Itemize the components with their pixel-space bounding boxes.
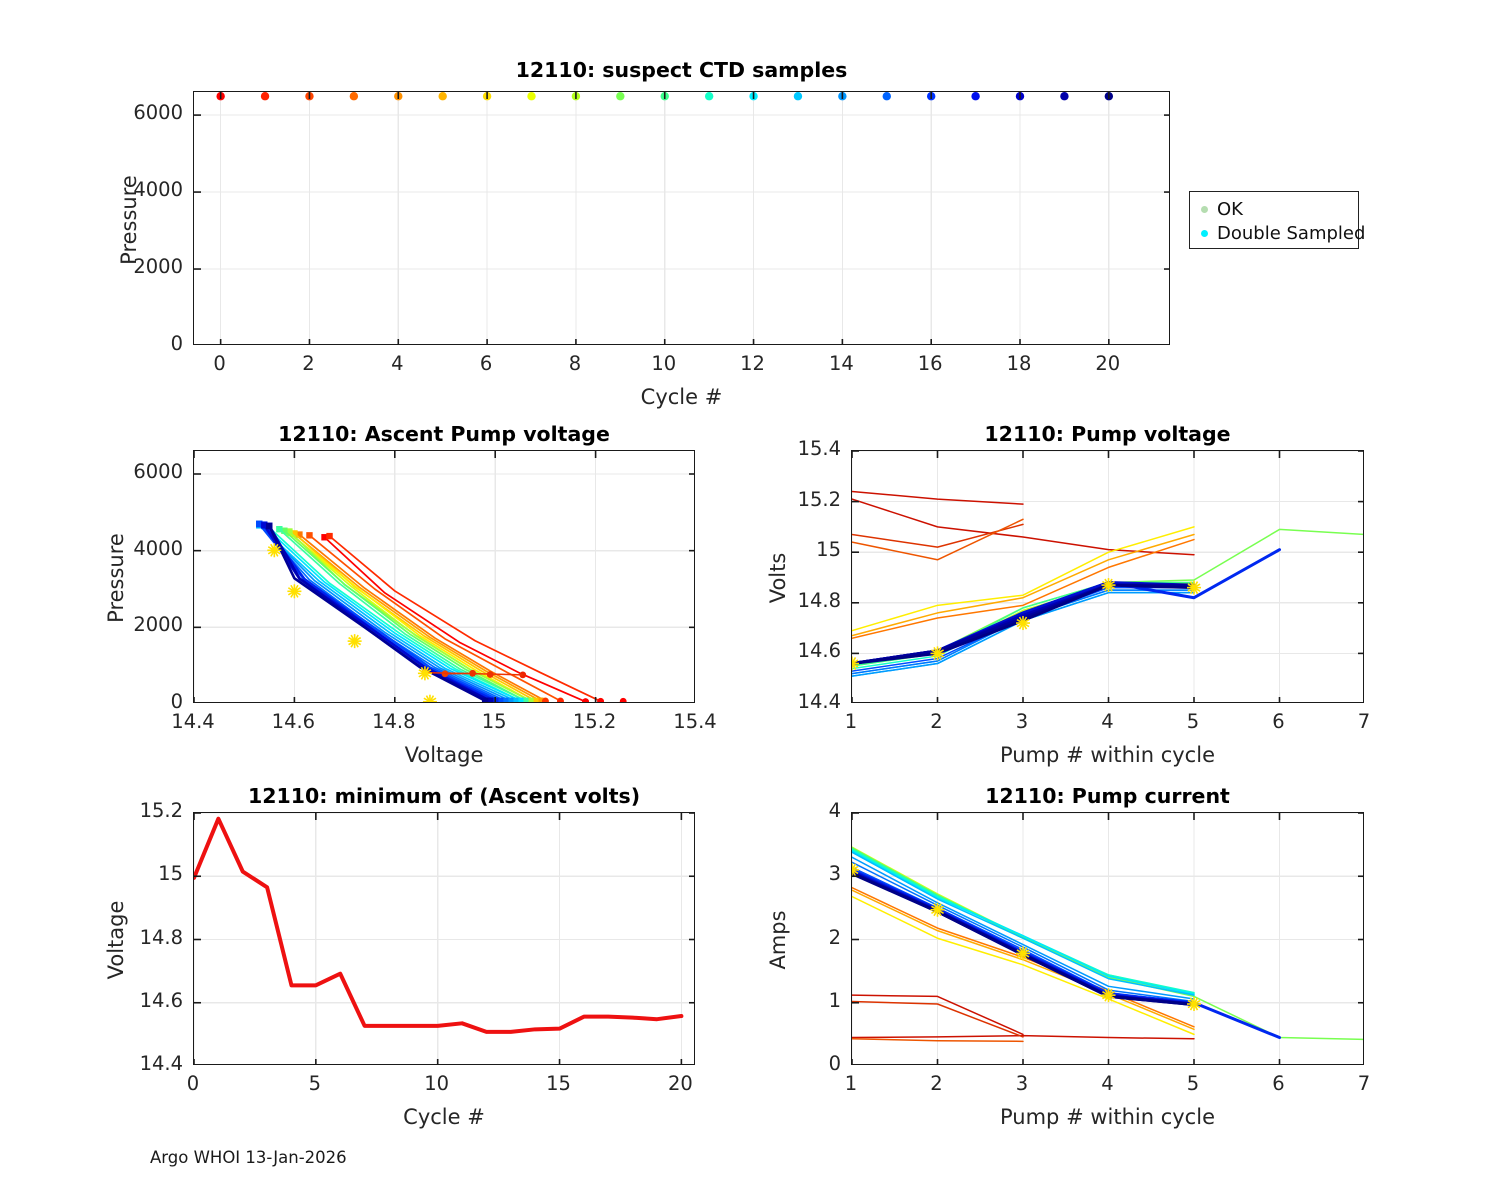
pumpc-title: 12110: Pump current <box>985 784 1230 808</box>
suspect-xtick: 2 <box>302 352 315 375</box>
pumpc-xtick: 5 <box>1186 1072 1200 1095</box>
minv-xtick: 5 <box>308 1072 322 1095</box>
ascent-title: 12110: Ascent Pump voltage <box>278 422 610 446</box>
suspect-plot-area <box>193 91 1170 345</box>
ascent-xtick: 15 <box>481 710 507 733</box>
pumpc-xtick: 2 <box>930 1072 943 1095</box>
minv-xlabel: Cycle # <box>403 1105 485 1129</box>
pumpv-xtick: 4 <box>1101 710 1114 733</box>
suspect-xtick: 18 <box>1006 352 1032 375</box>
pumpv-title: 12110: Pump voltage <box>984 422 1231 446</box>
pumpv-xtick: 2 <box>930 710 943 733</box>
pumpv-xtick: 3 <box>1015 710 1029 733</box>
pumpv-xtick: 6 <box>1272 710 1285 733</box>
suspect-xtick: 8 <box>568 352 582 375</box>
minv-xtick: 15 <box>546 1072 571 1095</box>
pumpc-ytick: 3 <box>828 862 841 886</box>
figure-footer: Argo WHOI 13-Jan-2026 <box>150 1148 347 1167</box>
ascent-ytick: 0 <box>170 690 183 713</box>
minv-title: 12110: minimum of (Ascent volts) <box>247 784 641 808</box>
ascent-ytick: 6000 <box>133 460 183 483</box>
ascent-ytick: 2000 <box>133 613 183 637</box>
ascent-xtick: 14.6 <box>271 710 316 733</box>
suspect-title: 12110: suspect CTD samples <box>515 58 848 82</box>
pumpc-xlabel: Pump # within cycle <box>1000 1105 1215 1129</box>
double-sampled-dot-icon <box>1201 229 1208 237</box>
ascent-xtick: 14.4 <box>171 710 215 733</box>
pumpv-ylabel: Volts <box>766 552 790 604</box>
pumpc-xtick: 3 <box>1015 1072 1029 1095</box>
suspect-plot-svg <box>194 92 1169 344</box>
pumpv-ytick: 14.4 <box>797 690 841 713</box>
suspect-xtick: 0 <box>213 352 226 375</box>
minv-xtick: 0 <box>186 1072 200 1095</box>
suspect-xtick: 10 <box>651 352 677 375</box>
ascent-xtick: 15.4 <box>673 710 717 733</box>
pumpc-xtick: 7 <box>1357 1072 1371 1095</box>
pumpv-plot-area <box>851 450 1364 703</box>
minv-xtick: 10 <box>424 1072 450 1095</box>
legend-item-ok: OK <box>1197 197 1350 221</box>
pumpc-ytick: 0 <box>828 1052 841 1075</box>
pumpc-ytick: 4 <box>828 799 841 822</box>
pumpv-ytick: 15 <box>816 538 841 562</box>
pumpv-xlabel: Pump # within cycle <box>1000 743 1215 767</box>
minv-ytick: 15.2 <box>139 799 183 822</box>
ascent-ytick: 4000 <box>133 536 183 560</box>
pumpc-ytick: 2 <box>828 925 841 949</box>
pumpv-ytick: 15.4 <box>797 437 841 460</box>
minv-ytick: 14.6 <box>139 988 183 1012</box>
ascent-plot-area <box>193 450 695 703</box>
minv-ytick: 15 <box>158 862 183 886</box>
pumpv-ytick: 14.6 <box>797 639 841 663</box>
pumpc-plot-svg <box>852 813 1363 1064</box>
pumpv-ytick: 14.8 <box>797 588 841 612</box>
suspect-ytick: 6000 <box>133 101 183 125</box>
pumpv-plot-svg <box>852 451 1363 702</box>
pumpc-xtick: 1 <box>844 1072 858 1095</box>
pumpv-xtick: 1 <box>844 710 858 733</box>
suspect-xtick: 4 <box>391 352 404 375</box>
pumpc-xtick: 4 <box>1101 1072 1114 1095</box>
suspect-xtick: 14 <box>828 352 854 375</box>
ascent-xlabel: Voltage <box>404 743 484 767</box>
ascent-xtick: 15.2 <box>572 710 617 733</box>
ascent-xtick: 14.8 <box>372 710 416 733</box>
pumpc-xtick: 6 <box>1272 1072 1285 1095</box>
minv-ytick: 14.4 <box>139 1052 183 1075</box>
suspect-legend: OK Double Sampled <box>1189 191 1365 249</box>
legend-label-double-sampled: Double Sampled <box>1217 222 1366 244</box>
pumpv-xtick: 5 <box>1186 710 1200 733</box>
legend-label-ok: OK <box>1217 198 1243 220</box>
ok-dot-icon <box>1201 205 1208 213</box>
pumpc-plot-area <box>851 812 1364 1065</box>
suspect-xtick: 6 <box>479 352 493 375</box>
ascent-plot-svg <box>194 451 694 702</box>
pumpv-xtick: 7 <box>1357 710 1371 733</box>
suspect-xtick: 16 <box>917 352 943 375</box>
minv-plot-area <box>193 812 695 1065</box>
suspect-xtick: 20 <box>1095 352 1121 375</box>
minv-xtick: 20 <box>667 1072 693 1095</box>
suspect-ytick: 2000 <box>133 255 183 279</box>
suspect-ytick: 0 <box>170 332 183 355</box>
suspect-xtick: 12 <box>740 352 765 375</box>
legend-item-double-sampled: Double Sampled <box>1197 221 1365 245</box>
minv-ytick: 14.8 <box>139 925 183 949</box>
suspect-ytick: 4000 <box>133 178 183 202</box>
pumpv-ytick: 15.2 <box>797 487 841 511</box>
pumpc-ytick: 1 <box>828 988 841 1012</box>
suspect-xlabel: Cycle # <box>640 385 723 409</box>
minv-plot-svg <box>194 813 694 1064</box>
